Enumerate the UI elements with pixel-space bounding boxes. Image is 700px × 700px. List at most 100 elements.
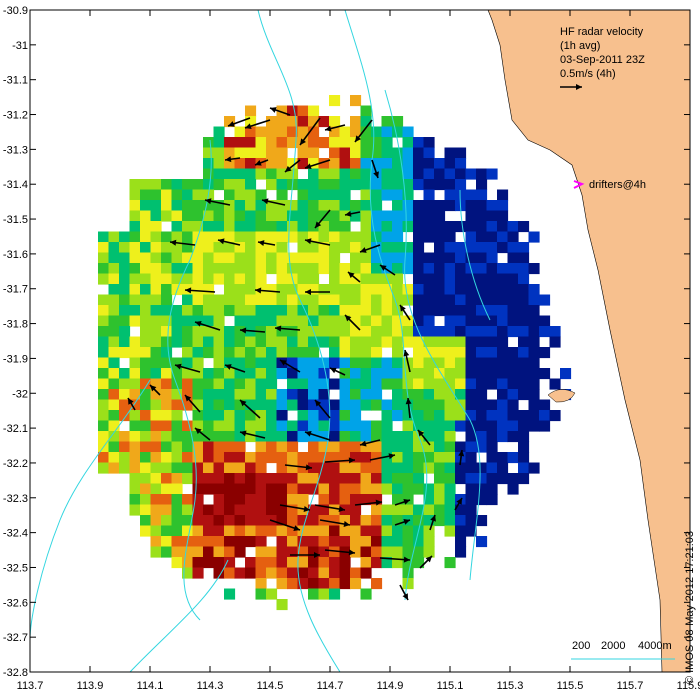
- velocity-cell: [392, 168, 404, 180]
- velocity-cell: [213, 242, 225, 254]
- velocity-cell: [266, 210, 278, 222]
- velocity-cell: [465, 336, 477, 348]
- velocity-arrow: [371, 159, 379, 179]
- velocity-cell: [308, 536, 320, 548]
- velocity-cell: [518, 336, 530, 348]
- velocity-cell: [465, 452, 477, 464]
- velocity-cell: [245, 294, 257, 306]
- velocity-cell: [360, 483, 372, 495]
- velocity-cell: [339, 357, 351, 369]
- velocity-cell: [108, 231, 120, 243]
- velocity-cell: [182, 189, 194, 201]
- velocity-cell: [192, 263, 204, 275]
- velocity-cell: [297, 116, 309, 128]
- velocity-cell: [371, 578, 383, 590]
- x-tick-label: 114.5: [257, 680, 284, 692]
- velocity-cell: [150, 399, 162, 411]
- velocity-cell: [308, 168, 320, 180]
- isobath: [459, 189, 491, 321]
- velocity-cell: [371, 441, 383, 453]
- velocity-cell: [192, 315, 204, 327]
- velocity-cell: [161, 368, 173, 380]
- velocity-cell: [171, 399, 183, 411]
- velocity-cell: [266, 546, 278, 558]
- velocity-cell: [465, 483, 477, 495]
- velocity-cell: [276, 368, 288, 380]
- velocity-cell: [507, 410, 519, 422]
- velocity-cell: [539, 368, 551, 380]
- velocity-cell: [297, 410, 309, 422]
- velocity-cell: [287, 441, 299, 453]
- velocity-cell: [150, 242, 162, 254]
- velocity-cell: [413, 483, 425, 495]
- velocity-cell: [255, 420, 267, 432]
- velocity-cell: [266, 441, 278, 453]
- velocity-cell: [287, 221, 299, 233]
- velocity-cell: [255, 525, 267, 537]
- velocity-cell: [455, 168, 467, 180]
- velocity-cell: [329, 231, 341, 243]
- velocity-arrow: [304, 430, 331, 441]
- velocity-cell: [402, 158, 414, 170]
- velocity-cell: [455, 147, 467, 159]
- velocity-cell: [245, 252, 257, 264]
- velocity-cell: [329, 336, 341, 348]
- velocity-cell: [129, 242, 141, 254]
- velocity-cell: [392, 536, 404, 548]
- velocity-cell: [455, 252, 467, 264]
- velocity-cell: [224, 231, 236, 243]
- velocity-cell: [329, 431, 341, 443]
- velocity-cell: [182, 452, 194, 464]
- velocity-cell: [129, 231, 141, 243]
- velocity-arrow: [305, 289, 330, 295]
- velocity-cell: [129, 410, 141, 422]
- velocity-cell: [140, 315, 152, 327]
- velocity-cell: [423, 462, 435, 474]
- velocity-cell: [350, 399, 362, 411]
- velocity-cell: [140, 368, 152, 380]
- velocity-cell: [192, 368, 204, 380]
- velocity-cell: [255, 452, 267, 464]
- velocity-cell: [434, 431, 446, 443]
- velocity-cell: [360, 294, 372, 306]
- velocity-cell: [297, 315, 309, 327]
- velocity-cell: [329, 494, 341, 506]
- velocity-cell: [161, 336, 173, 348]
- y-tick-label: -32.4: [3, 528, 28, 540]
- velocity-cell: [339, 200, 351, 212]
- velocity-cell: [234, 462, 246, 474]
- velocity-cell: [234, 221, 246, 233]
- velocity-cell: [171, 368, 183, 380]
- velocity-cell: [276, 252, 288, 264]
- velocity-cell: [203, 273, 215, 285]
- velocity-cell: [539, 410, 551, 422]
- velocity-cell: [192, 483, 204, 495]
- velocity-cell: [150, 515, 162, 527]
- velocity-cell: [465, 410, 477, 422]
- velocity-cell: [255, 294, 267, 306]
- velocity-cell: [161, 347, 173, 359]
- velocity-cell: [287, 536, 299, 548]
- velocity-cell: [308, 546, 320, 558]
- velocity-cell: [371, 158, 383, 170]
- velocity-cell: [381, 504, 393, 516]
- velocity-cell: [234, 494, 246, 506]
- velocity-cell: [171, 200, 183, 212]
- velocity-legend: HF radar velocity (1h avg) 03-Sep-2011 2…: [560, 26, 646, 191]
- velocity-cell: [350, 389, 362, 401]
- velocity-cell: [161, 200, 173, 212]
- velocity-cell: [339, 378, 351, 390]
- velocity-cell: [381, 326, 393, 338]
- velocity-cell: [266, 399, 278, 411]
- velocity-cell: [339, 326, 351, 338]
- velocity-cell: [161, 462, 173, 474]
- velocity-cell: [129, 357, 141, 369]
- velocity-cell: [318, 546, 330, 558]
- velocity-cell: [234, 168, 246, 180]
- velocity-cell: [266, 347, 278, 359]
- velocity-cell: [245, 231, 257, 243]
- velocity-cell: [119, 347, 131, 359]
- velocity-cell: [276, 536, 288, 548]
- velocity-cell: [308, 357, 320, 369]
- velocity-cell: [266, 557, 278, 569]
